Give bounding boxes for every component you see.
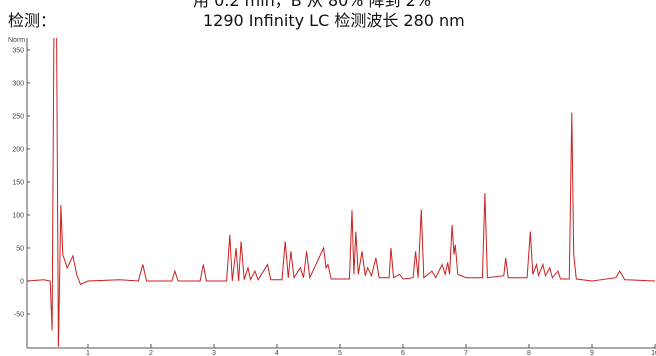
y-axis-label: Norm — [8, 37, 25, 44]
y-tick-label: 250 — [12, 113, 24, 120]
y-tick-label: 200 — [12, 146, 24, 153]
chromatogram-trace — [27, 38, 656, 348]
y-tick-label: 50 — [16, 245, 24, 252]
x-tick-label: 8 — [527, 350, 531, 356]
x-tick-label: 4 — [275, 350, 279, 356]
x-tick-label: 7 — [464, 350, 468, 356]
y-tick-label: 350 — [12, 47, 24, 54]
x-tick-label: 2 — [149, 350, 153, 356]
y-tick-label: 300 — [12, 80, 24, 87]
x-tick-label: 5 — [338, 350, 342, 356]
y-tick-label: -50 — [14, 311, 24, 318]
x-tick-label: 1 — [86, 350, 90, 356]
header-detector: 1290 Infinity LC 检测波长 280 nm — [203, 11, 465, 30]
y-tick-label: 0 — [20, 278, 24, 285]
header-label: 检测： — [8, 11, 56, 30]
y-tick-label: 100 — [12, 212, 24, 219]
x-tick-label: 3 — [212, 350, 216, 356]
x-tick-label: 9 — [590, 350, 594, 356]
header-cropped-line: 用 0.2 min，B 从 80% 降到 2% — [193, 0, 431, 10]
x-tick-label: 6 — [401, 350, 405, 356]
y-tick-label: 150 — [12, 179, 24, 186]
x-tick-label: 10 — [651, 350, 656, 356]
